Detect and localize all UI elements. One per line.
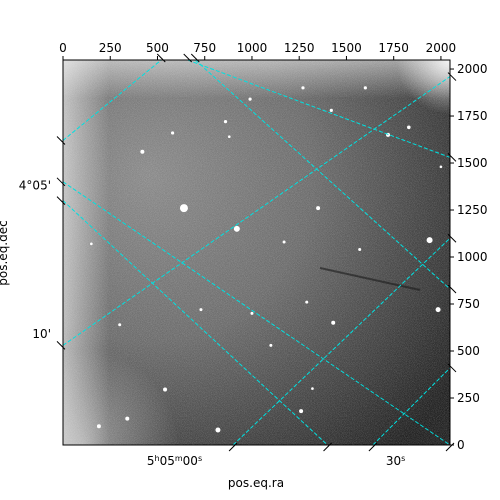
top-pixel-axis: 0 250 500 750 1000 1250 1500 1750 2000 bbox=[59, 41, 456, 60]
right-tick-label-250: 250 bbox=[457, 391, 480, 405]
frame-tick-7-0 bbox=[183, 53, 193, 63]
top-tick-label-1250: 1250 bbox=[284, 41, 315, 55]
frame-tick-6-0 bbox=[56, 177, 66, 187]
right-tick-label-1750: 1750 bbox=[457, 109, 488, 123]
frame-tick-1-1 bbox=[447, 284, 457, 294]
star-19 bbox=[282, 240, 286, 244]
bottom-left-glow bbox=[63, 60, 450, 445]
star-14 bbox=[329, 108, 333, 112]
right-tick-label-0: 0 bbox=[457, 438, 465, 452]
star-20 bbox=[199, 308, 203, 312]
right-tick-label-500: 500 bbox=[457, 344, 480, 358]
top-tick-label-1000: 1000 bbox=[237, 41, 268, 55]
frame-tick-0-1 bbox=[156, 53, 166, 63]
stars-layer bbox=[90, 86, 443, 433]
star-3 bbox=[426, 237, 433, 244]
star-15 bbox=[301, 86, 305, 90]
star-25 bbox=[90, 242, 93, 246]
bottom-ra-axis: 5h05m00s 30s bbox=[56, 53, 457, 469]
frame-tick-7-1 bbox=[447, 153, 457, 162]
star-4 bbox=[435, 307, 441, 313]
star-0 bbox=[179, 204, 188, 213]
frame-tick-5-1 bbox=[447, 363, 457, 373]
top-tick-label-250: 250 bbox=[99, 41, 122, 55]
star-11 bbox=[163, 387, 168, 392]
star-23 bbox=[269, 343, 273, 347]
dec-tick-label-1: 10' bbox=[32, 327, 51, 341]
grid-line-3 bbox=[63, 76, 450, 346]
star-1 bbox=[233, 225, 240, 232]
top-tick-label-0: 0 bbox=[59, 41, 67, 55]
grid-line-2 bbox=[63, 200, 328, 445]
star-8 bbox=[215, 427, 221, 433]
grid-line-1 bbox=[194, 60, 450, 290]
grid-line-4 bbox=[232, 237, 450, 445]
top-tick-label-2000: 2000 bbox=[426, 41, 457, 55]
top-tick-label-1750: 1750 bbox=[378, 41, 409, 55]
star-16 bbox=[248, 97, 252, 101]
grid-line-5 bbox=[372, 367, 450, 445]
star-26 bbox=[358, 247, 362, 251]
right-tick-label-2000: 2000 bbox=[457, 62, 488, 76]
star-28 bbox=[407, 125, 411, 130]
top-tick-label-750: 750 bbox=[193, 41, 216, 55]
frame-tick-3-1 bbox=[447, 72, 457, 81]
plot-area bbox=[63, 60, 450, 445]
star-29 bbox=[439, 165, 443, 169]
grid-line-6 bbox=[63, 181, 450, 445]
star-27 bbox=[311, 387, 314, 390]
ra-tick-label-1: 30s bbox=[386, 454, 405, 469]
ra-tick-label-0: 5h05m00s bbox=[147, 454, 202, 469]
star-22 bbox=[305, 300, 309, 304]
dec-tick-label-0: 4°05' bbox=[19, 179, 51, 193]
frame-tick-3-0 bbox=[56, 341, 66, 350]
star-18 bbox=[170, 131, 175, 135]
coordinate-grid bbox=[63, 60, 450, 445]
star-24 bbox=[118, 323, 122, 327]
star-9 bbox=[125, 416, 130, 421]
right-tick-label-1000: 1000 bbox=[457, 250, 488, 264]
top-tick-label-1500: 1500 bbox=[331, 41, 362, 55]
star-2 bbox=[316, 206, 321, 211]
left-dec-axis: 4°05' 10' bbox=[19, 179, 51, 342]
right-pixel-axis: 0 250 500 750 1000 1250 1500 1750 2000 bbox=[450, 62, 488, 452]
frame-tick-0-0 bbox=[56, 136, 66, 145]
right-tick-label-750: 750 bbox=[457, 297, 480, 311]
star-17 bbox=[223, 120, 228, 124]
star-30 bbox=[227, 135, 231, 138]
star-6 bbox=[331, 320, 336, 325]
frame-tick-2-1 bbox=[323, 442, 332, 452]
grid-line-0 bbox=[63, 60, 162, 141]
star-7 bbox=[299, 409, 304, 414]
star-10 bbox=[96, 424, 101, 429]
plot-frame bbox=[62, 59, 451, 446]
frame-tick-2-0 bbox=[56, 196, 66, 205]
satellite-streak bbox=[319, 267, 421, 291]
frame-tick-1-0 bbox=[190, 53, 200, 63]
right-tick-label-1250: 1250 bbox=[457, 203, 488, 217]
frame-tick-6-1 bbox=[445, 442, 455, 452]
star-13 bbox=[363, 86, 367, 90]
frame-tick-4-1 bbox=[447, 233, 457, 243]
grid-line-7 bbox=[187, 60, 450, 158]
y-axis-label: pos.eq.dec bbox=[0, 220, 10, 285]
frame-tick-4-0 bbox=[228, 442, 238, 452]
frame-tick-5-0 bbox=[368, 442, 378, 452]
star-21 bbox=[250, 311, 254, 315]
star-5 bbox=[140, 149, 145, 154]
x-axis-label: pos.eq.ra bbox=[228, 476, 284, 490]
top-tick-label-500: 500 bbox=[146, 41, 169, 55]
right-tick-label-1500: 1500 bbox=[457, 156, 488, 170]
